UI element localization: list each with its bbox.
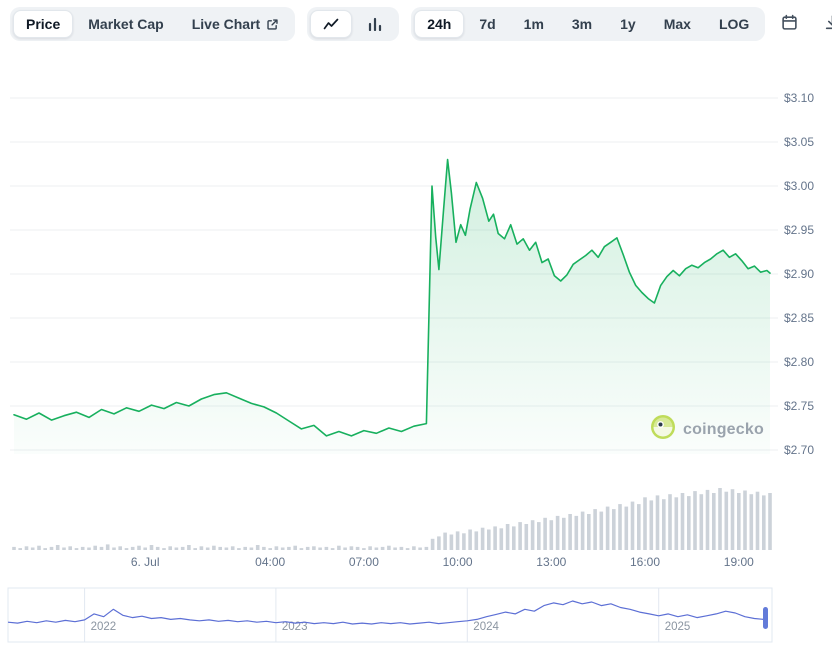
navigator-year-label: 2023 xyxy=(282,621,308,633)
y-axis-label: $2.80 xyxy=(784,355,814,369)
navigator-frame xyxy=(7,587,773,643)
external-link-icon xyxy=(266,18,279,31)
download-button[interactable] xyxy=(820,10,832,38)
navigator-line xyxy=(7,600,765,625)
navigator[interactable]: 2022 2023 2024 2025 xyxy=(0,586,832,648)
y-axis-label: $2.85 xyxy=(784,311,814,325)
bar-chart-type-button[interactable] xyxy=(354,10,396,38)
volume-bars xyxy=(12,488,772,550)
range-3m[interactable]: 3m xyxy=(559,10,605,38)
tab-price-label: Price xyxy=(26,16,61,32)
watermark-text: coingecko xyxy=(683,420,764,438)
y-axis-label: $3.05 xyxy=(784,135,814,149)
navigator-year-label: 2025 xyxy=(665,621,691,633)
navigator-year-label: 2022 xyxy=(91,621,117,633)
range-7d[interactable]: 7d xyxy=(466,10,508,38)
calendar-button[interactable] xyxy=(777,10,802,38)
x-axis-label: 6. Jul xyxy=(131,555,160,569)
tab-live-chart[interactable]: Live Chart xyxy=(179,10,292,38)
calendar-icon xyxy=(781,14,798,34)
price-line xyxy=(13,158,771,437)
x-axis-label: 04:00 xyxy=(255,555,285,569)
range-24h[interactable]: 24h xyxy=(414,10,465,38)
y-axis-label: $2.95 xyxy=(784,223,814,237)
range-group: 24h 7d 1m 3m 1y Max LOG xyxy=(411,7,766,41)
watermark: coingecko xyxy=(650,414,764,445)
x-axis-label: 19:00 xyxy=(724,555,754,569)
tab-price[interactable]: Price xyxy=(13,10,74,38)
coingecko-logo-icon xyxy=(650,414,676,445)
range-1y[interactable]: 1y xyxy=(607,10,649,38)
y-axis-label: $2.90 xyxy=(784,267,814,281)
y-axis-label: $3.10 xyxy=(784,91,814,105)
x-axis-label: 16:00 xyxy=(630,555,660,569)
y-axis-labels: $3.10 $3.05 $3.00 $2.95 $2.90 $2.85 $2.80 $2.75… xyxy=(784,91,814,457)
navigator-range-handle[interactable] xyxy=(763,607,768,629)
price-area xyxy=(14,159,770,454)
view-toggle-group: Price Market Cap Live Chart xyxy=(10,7,296,41)
line-chart-icon xyxy=(323,17,339,31)
download-icon xyxy=(824,14,832,34)
line-chart-type-button[interactable] xyxy=(310,10,353,38)
x-axis-label: 13:00 xyxy=(536,555,566,569)
range-max[interactable]: Max xyxy=(651,10,704,38)
x-axis-label: 07:00 xyxy=(349,555,379,569)
navigator-year-label: 2024 xyxy=(473,621,499,633)
navigator-year-grid: 2022 2023 2024 2025 xyxy=(84,588,691,642)
tab-market-cap-label: Market Cap xyxy=(88,16,164,32)
y-axis-label: $2.70 xyxy=(784,443,814,457)
bar-chart-icon xyxy=(367,17,383,31)
tab-live-chart-label: Live Chart xyxy=(191,16,261,32)
range-1m[interactable]: 1m xyxy=(511,10,557,38)
toolbar-actions xyxy=(777,10,832,38)
toggle-log-scale[interactable]: LOG xyxy=(706,10,762,38)
x-axis-labels: 6. Jul 04:00 07:00 10:00 13:00 16:00 19:00 xyxy=(131,555,754,569)
chart-type-group xyxy=(307,7,400,41)
y-axis-label: $3.00 xyxy=(784,179,814,193)
y-axis-label: $2.75 xyxy=(784,399,814,413)
chart-toolbar: Price Market Cap Live Chart xyxy=(0,0,832,48)
x-axis-label: 10:00 xyxy=(443,555,473,569)
tab-market-cap[interactable]: Market Cap xyxy=(75,10,176,38)
price-chart[interactable]: $3.10 $3.05 $3.00 $2.95 $2.90 $2.85 $2.80 $2.75… xyxy=(0,48,832,586)
